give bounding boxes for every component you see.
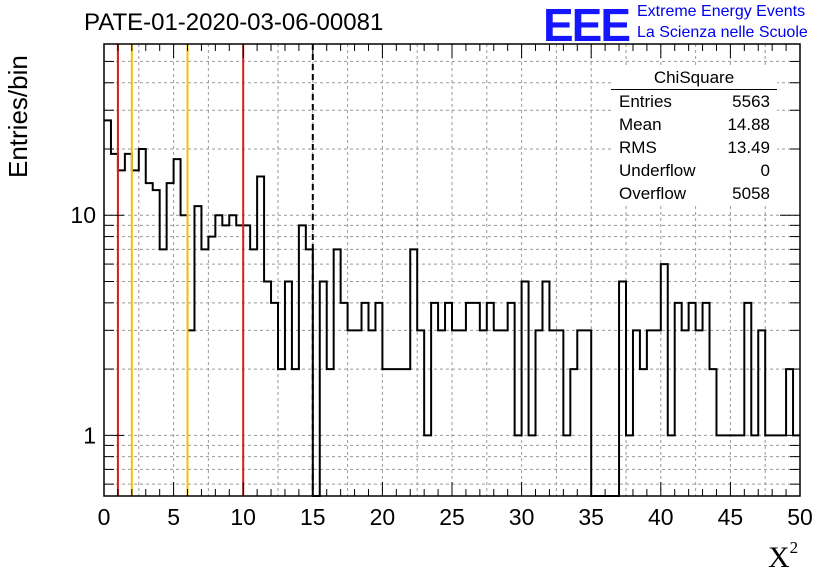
stats-label: Mean xyxy=(619,115,662,134)
stats-row: RMS 13.49 xyxy=(611,136,777,159)
x-tick-label: 40 xyxy=(648,504,674,530)
x-tick-label: 0 xyxy=(98,504,111,530)
stats-value: 13.49 xyxy=(727,138,770,157)
x-tick-label: 5 xyxy=(167,504,180,530)
stats-value: 5058 xyxy=(732,184,770,203)
x-tick-label: 50 xyxy=(787,504,813,530)
x-tick-label: 30 xyxy=(509,504,535,530)
y-axis-label: Entries/bin xyxy=(3,55,33,178)
axis-ticks xyxy=(103,43,801,496)
x-tick-label: 15 xyxy=(300,504,326,530)
x-tick-label: 20 xyxy=(370,504,396,530)
stats-label: RMS xyxy=(619,138,657,157)
stats-row: Underflow 0 xyxy=(611,159,777,182)
x-axis-label: X2 xyxy=(768,538,798,575)
plot-title: PATE-01-2020-03-06-00081 xyxy=(84,9,384,36)
stats-row: Entries 5563 xyxy=(611,90,777,113)
y-tick-label: 1 xyxy=(83,422,96,448)
logo-line-1: Extreme Energy Events xyxy=(637,3,806,20)
y-tick-label: 10 xyxy=(70,202,96,228)
x-axis-label-exponent: 2 xyxy=(789,538,799,557)
stats-title: ChiSquare xyxy=(611,66,777,90)
marker-lines xyxy=(116,44,314,496)
stats-row: Mean 14.88 xyxy=(611,113,777,136)
stats-label: Overflow xyxy=(619,184,687,203)
x-tick-label: 25 xyxy=(439,504,465,530)
stats-row: Overflow 5058 xyxy=(611,182,777,205)
stats-label: Entries xyxy=(619,92,672,111)
x-tick-label: 35 xyxy=(578,504,604,530)
stats-value: 5563 xyxy=(732,92,770,111)
x-tick-label: 10 xyxy=(230,504,256,530)
x-tick-label: 45 xyxy=(718,504,744,530)
x-axis-label-base: X xyxy=(768,541,790,574)
stats-value: 14.88 xyxy=(727,115,770,134)
stats-value: 0 xyxy=(760,161,770,180)
logo-line-2: La Scienza nelle Scuole xyxy=(637,24,808,41)
histogram-line xyxy=(104,119,800,497)
eee-logo: EEE xyxy=(543,0,631,51)
tick-labels: 0 5 10 15 20 25 30 35 40 45 50 1 10 xyxy=(70,202,812,530)
stats-label: Underflow xyxy=(619,161,696,180)
stats-box: ChiSquare Entries 5563 Mean 14.88 RMS 13.49… xyxy=(611,66,777,205)
